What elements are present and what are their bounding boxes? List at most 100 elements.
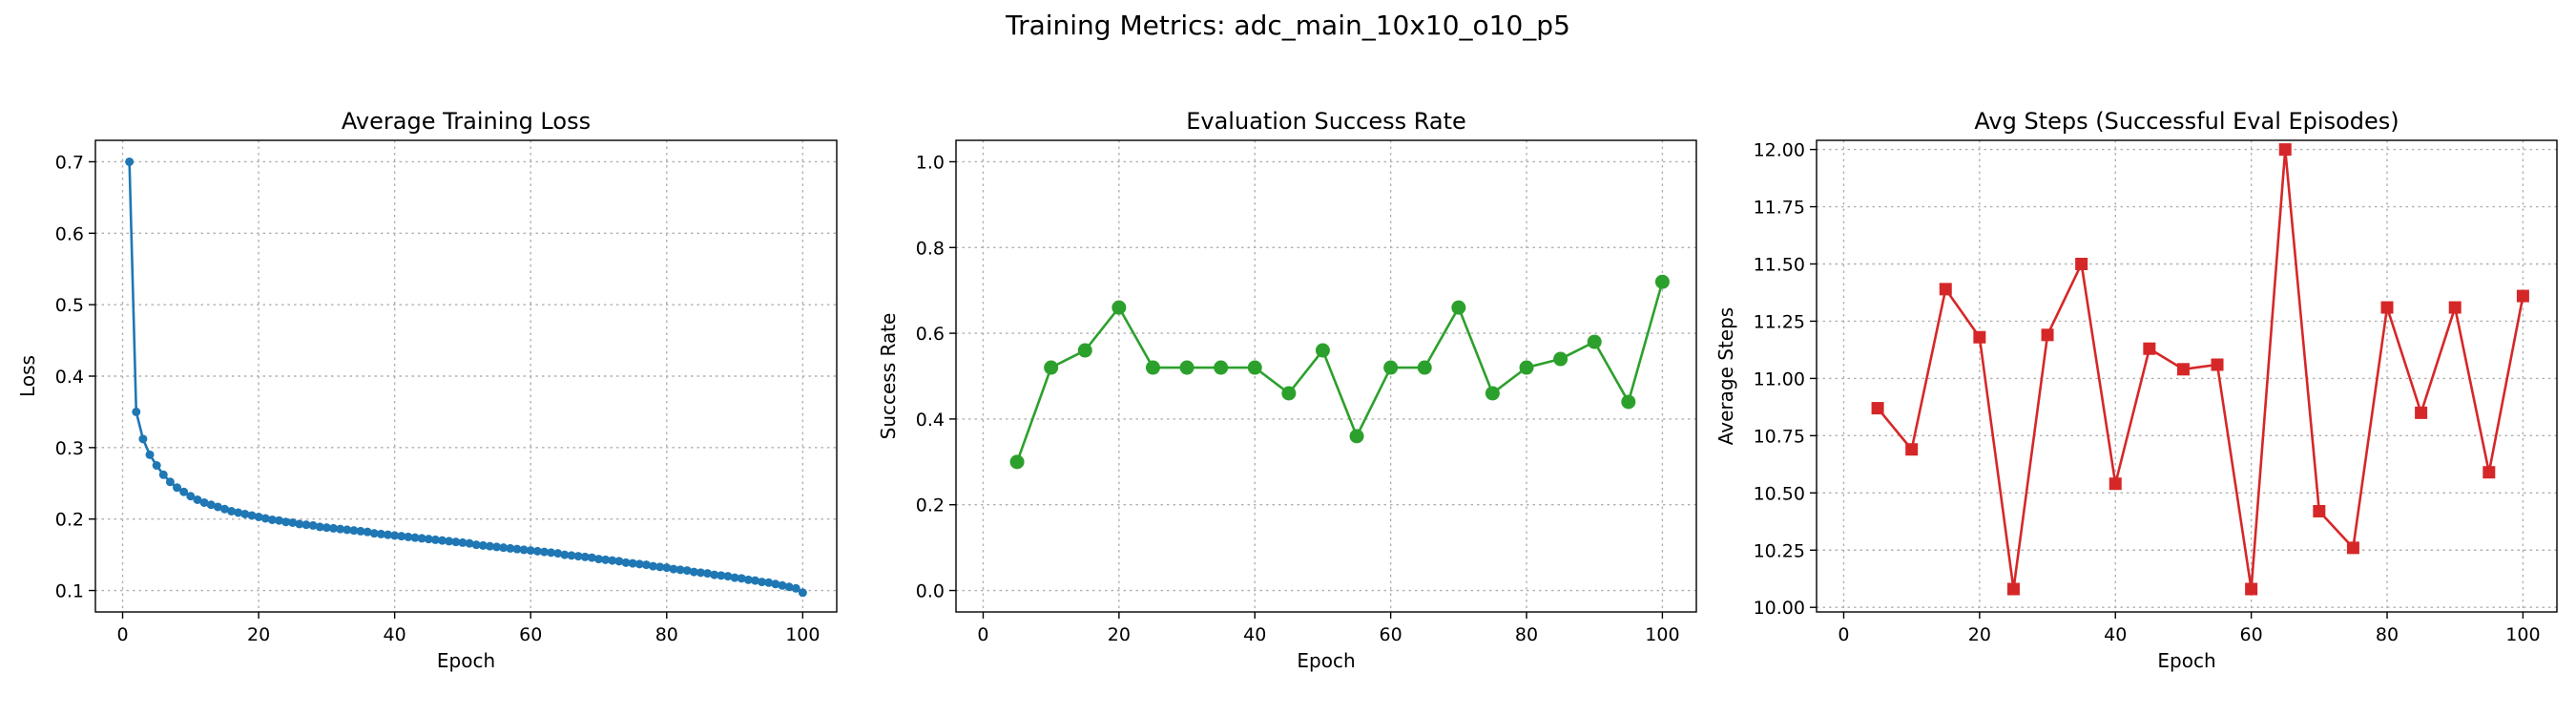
data-point [465,538,474,548]
data-point [1654,274,1670,289]
data-point [288,517,298,527]
data-point [2211,358,2224,371]
data-point [655,562,665,572]
data-point [1179,360,1195,375]
data-point [1349,429,1364,444]
data-point [458,537,467,547]
data-point [2313,504,2326,517]
data-point [234,508,243,517]
y-axis-label: Loss [16,355,39,397]
data-point [2415,406,2428,419]
data-point [384,530,393,539]
data-point [356,526,365,536]
y-axis-label: Success Rate [877,313,900,440]
data-point [1621,394,1636,410]
data-point [152,461,161,471]
data-point [445,537,454,546]
data-point [363,527,372,537]
data-point [710,570,719,579]
data-point [737,574,746,583]
x-tick-label: 80 [1515,624,1538,645]
data-point [1451,300,1466,315]
data-point [717,571,726,580]
data-point [2176,363,2190,376]
data-point [240,509,250,518]
data-point [138,434,148,444]
chart-title: Average Training Loss [342,108,591,135]
data-point [1044,360,1059,375]
data-point [669,564,678,574]
x-tick-label: 40 [384,624,406,645]
data-point [723,572,733,581]
chart-title: Avg Steps (Successful Eval Episodes) [1974,108,2399,135]
data-point [410,533,420,542]
x-tick-label: 100 [1645,624,1679,645]
data-point [675,565,685,575]
x-tick-label: 40 [2104,624,2127,645]
data-point [1383,360,1399,375]
y-tick-label: 11.25 [1754,311,1805,332]
data-point [2109,477,2122,491]
data-point [580,552,590,561]
data-point [301,520,311,530]
data-point [573,552,583,561]
x-tick-label: 0 [977,624,988,645]
y-tick-label: 0.6 [55,223,84,244]
data-point [512,544,522,554]
data-point [186,492,196,501]
data-point [199,497,209,507]
data-point [485,541,494,551]
data-point [750,576,759,585]
data-point [1973,330,1986,344]
data-point [274,516,283,525]
data-point [438,536,447,545]
y-tick-label: 0.6 [916,324,945,345]
data-point [254,512,263,521]
x-tick-label: 80 [655,624,678,645]
data-point [247,511,257,520]
y-tick-label: 0.4 [55,367,84,388]
x-axis-label: Epoch [2157,649,2215,672]
data-point [227,506,237,516]
y-tick-label: 10.50 [1754,483,1805,504]
data-point [2143,342,2156,355]
y-tick-label: 0.1 [55,581,84,602]
axes-frame [955,139,1697,613]
y-tick-label: 0.4 [916,410,945,431]
data-point [308,520,318,530]
data-point [145,450,155,459]
data-point [2448,301,2462,314]
data-point [689,567,698,577]
x-tick-label: 60 [519,624,542,645]
data-point [213,502,222,512]
data-point [2346,541,2359,555]
data-point [526,546,535,556]
data-point [1315,343,1330,358]
data-point [641,560,651,570]
subplots: 0 20 40 60 80 100 0.1 0.2 0.3 0.4 0.5 0.6 0.7 Average… [16,108,2558,672]
y-tick-label: 10.00 [1754,598,1805,619]
data-point [478,540,488,550]
data-point [281,517,291,527]
data-point [451,537,461,547]
data-point [206,500,216,510]
data-point [430,535,440,544]
data-point [682,566,692,576]
data-point [1485,386,1500,401]
y-tick-label: 0.0 [916,581,945,602]
data-point [662,563,672,573]
data-point [295,519,304,529]
data-point [1145,360,1160,375]
data-point [798,588,807,598]
x-axis-label: Epoch [1297,649,1355,672]
data-point [614,557,624,566]
data-point [404,532,413,541]
data-point [369,529,379,538]
y-tick-label: 10.25 [1754,540,1805,561]
data-point [349,526,359,536]
data-point [1417,360,1432,375]
y-tick-label: 1.0 [916,152,945,173]
data-point [424,535,433,544]
subplot-2: 0 20 40 60 80 100 0.0 0.2 0.4 0.6 0.8 1.0 Evaluation… [877,108,1697,672]
